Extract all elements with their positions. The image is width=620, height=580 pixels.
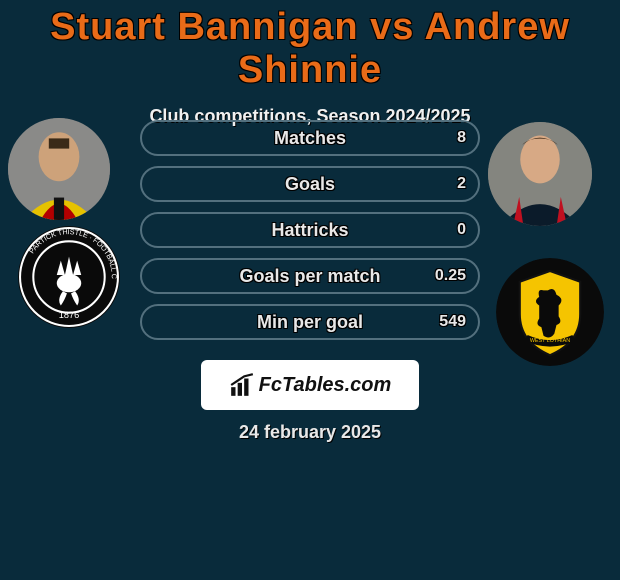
stat-rows: Matches 8 Goals 2 Hattricks 0 Goals per … — [140, 120, 480, 350]
stat-label: Min per goal — [257, 312, 363, 333]
stat-value: 0 — [457, 221, 466, 239]
brand-badge: FcTables.com — [201, 360, 419, 410]
svg-text:WEST LOTHIAN: WEST LOTHIAN — [530, 338, 570, 344]
stat-row: Hattricks 0 — [140, 212, 480, 248]
stat-row: Matches 8 — [140, 120, 480, 156]
stat-label: Goals per match — [239, 266, 380, 287]
player-right-avatar — [488, 122, 592, 226]
brand-text: FcTables.com — [259, 374, 392, 397]
badge-year: 1876 — [59, 310, 79, 320]
player-left-avatar — [8, 118, 110, 220]
player-left-club-badge: 1876 PARTICK THISTLE · FOOTBALL CLUB — [18, 226, 120, 328]
page-title: Stuart Bannigan vs Andrew Shinnie — [0, 0, 620, 92]
stat-label: Matches — [274, 128, 346, 149]
stat-label: Goals — [285, 174, 335, 195]
stat-row: Goals per match 0.25 — [140, 258, 480, 294]
stat-value: 0.25 — [435, 267, 466, 285]
stat-row: Goals 2 — [140, 166, 480, 202]
stat-label: Hattricks — [271, 220, 348, 241]
chart-icon — [229, 372, 255, 398]
stat-row: Min per goal 549 — [140, 304, 480, 340]
stat-value: 549 — [439, 313, 466, 331]
date-text: 24 february 2025 — [0, 422, 620, 443]
stat-value: 2 — [457, 175, 466, 193]
stat-value: 8 — [457, 129, 466, 147]
player-right-club-badge: WEST LOTHIAN — [496, 258, 604, 366]
